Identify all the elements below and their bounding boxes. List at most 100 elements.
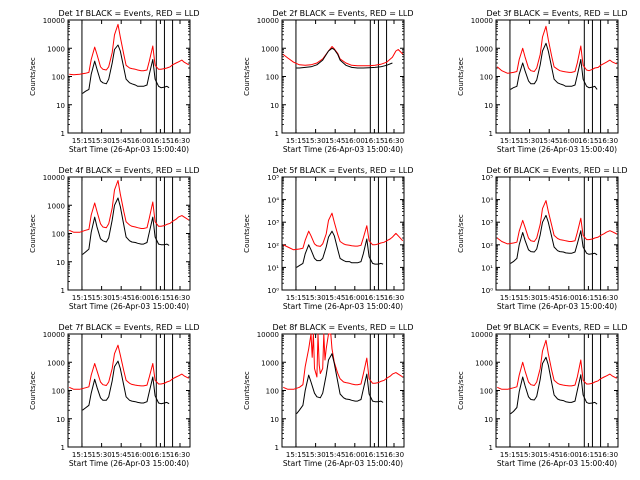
x-tick-label: 15:45: [325, 294, 345, 302]
y-tick-label: 10³: [267, 219, 279, 227]
y-tick-label: 10: [270, 416, 279, 424]
plot-frame: [281, 19, 405, 134]
y-axis-label: Counts/sec: [243, 214, 251, 253]
x-axis-label: Start Time (26-Apr-03 15:00:40): [283, 302, 403, 311]
y-tick-label: 10²: [267, 242, 279, 250]
y-tick-label: 1000: [261, 359, 279, 367]
x-tick-label: 15:15: [500, 294, 520, 302]
y-tick-label: 1: [275, 444, 279, 452]
x-tick-label: 16:15: [364, 294, 384, 302]
x-tick-label: 15:45: [539, 294, 559, 302]
y-tick-label: 1: [61, 444, 65, 452]
panel-title: Det 8f BLACK = Events, RED = LLD: [272, 323, 413, 332]
y-tick-label: 100: [52, 388, 65, 396]
plot-frame: [67, 333, 191, 448]
plot-frame: [495, 333, 619, 448]
x-tick-label: 16:30: [384, 294, 404, 302]
series-lld-red: [69, 23, 190, 76]
x-tick-label: 16:15: [150, 294, 170, 302]
panel-det-2: Det 2f BLACK = Events, RED = LLD 1 10 100 10…: [243, 9, 414, 154]
series-lld-red: [496, 200, 618, 245]
y-axis-label: Counts/sec: [457, 214, 465, 253]
y-tick-label: 10000: [43, 17, 65, 25]
y-tick-label: 10⁵: [267, 174, 279, 182]
x-tick-label: 15:45: [111, 451, 131, 459]
x-tick-label: 16:30: [598, 451, 618, 459]
panel-title: Det 2f BLACK = Events, RED = LLD: [272, 9, 413, 18]
x-tick-label: 16:15: [578, 137, 598, 145]
panel-title: Det 6f BLACK = Events, RED = LLD: [486, 166, 627, 175]
y-tick-label: 1000: [47, 359, 65, 367]
panel-title: Det 9f BLACK = Events, RED = LLD: [486, 323, 627, 332]
plot-frame: [495, 19, 619, 134]
panel-det-5: Det 5f BLACK = Events, RED = LLD 10⁰ 10¹ 10…: [243, 166, 414, 311]
y-tick-label: 1: [275, 130, 279, 138]
x-tick-label: 15:15: [286, 137, 306, 145]
x-tick-label: 16:30: [384, 451, 404, 459]
series-events-black: [82, 44, 170, 94]
x-tick-label: 16:00: [559, 451, 579, 459]
y-tick-label: 10⁰: [481, 287, 493, 295]
x-tick-label: 16:15: [150, 451, 170, 459]
y-tick-label: 1: [61, 130, 65, 138]
series-events-black: [82, 197, 170, 255]
panel-det-3: Det 3f BLACK = Events, RED = LLD 1 10 100 10…: [457, 9, 628, 154]
y-tick-label: 10: [56, 259, 65, 267]
series-lld-red: [283, 333, 404, 390]
y-tick-label: 1: [489, 130, 493, 138]
y-tick-label: 100: [266, 388, 279, 396]
series-events-black: [296, 47, 393, 69]
y-tick-label: 10: [56, 416, 65, 424]
series-events-black: [296, 230, 384, 268]
y-tick-label: 100: [52, 231, 65, 239]
y-tick-label: 100: [480, 388, 493, 396]
x-tick-label: 16:00: [345, 451, 365, 459]
x-axis-label: Start Time (26-Apr-03 15:00:40): [69, 145, 189, 154]
x-tick-label: 16:00: [345, 137, 365, 145]
y-tick-label: 10⁵: [481, 174, 493, 182]
x-axis-label: Start Time (26-Apr-03 15:00:40): [497, 145, 617, 154]
y-tick-label: 1000: [47, 202, 65, 210]
x-tick-label: 16:30: [170, 137, 190, 145]
y-axis-label: Counts/sec: [29, 57, 37, 96]
x-axis-label: Start Time (26-Apr-03 15:00:40): [69, 459, 189, 468]
y-tick-label: 10¹: [267, 264, 279, 272]
x-tick-label: 16:15: [364, 137, 384, 145]
plot-frame: [281, 176, 405, 291]
x-tick-label: 15:30: [92, 137, 112, 145]
x-tick-label: 16:00: [559, 137, 579, 145]
series-lld-red: [282, 212, 404, 251]
y-axis-label: Counts/sec: [29, 371, 37, 410]
y-tick-label: 100: [52, 74, 65, 82]
y-axis-label: Counts/sec: [457, 371, 465, 410]
x-tick-label: 15:30: [92, 451, 112, 459]
y-tick-label: 10: [484, 416, 493, 424]
y-tick-label: 10000: [471, 17, 493, 25]
x-tick-label: 15:45: [325, 451, 345, 459]
y-tick-label: 10: [270, 102, 279, 110]
x-axis-label: Start Time (26-Apr-03 15:00:40): [497, 459, 617, 468]
panel-det-6: Det 6f BLACK = Events, RED = LLD 10⁰ 10¹ 10…: [457, 166, 628, 311]
x-tick-label: 16:30: [598, 294, 618, 302]
y-tick-label: 100: [480, 74, 493, 82]
y-tick-label: 10⁰: [267, 287, 279, 295]
x-tick-label: 16:15: [578, 451, 598, 459]
plot-frame: [495, 176, 619, 291]
x-tick-label: 15:15: [286, 451, 306, 459]
panel-det-4: Det 4f BLACK = Events, RED = LLD 1 10 100 10…: [29, 166, 200, 311]
x-tick-label: 16:30: [598, 137, 618, 145]
x-tick-label: 15:30: [520, 451, 540, 459]
y-tick-label: 1000: [475, 45, 493, 53]
series-lld-red: [496, 25, 617, 74]
x-axis-label: Start Time (26-Apr-03 15:00:40): [69, 302, 189, 311]
y-tick-label: 10³: [481, 219, 493, 227]
x-tick-label: 16:30: [384, 137, 404, 145]
y-tick-label: 100: [266, 74, 279, 82]
x-tick-label: 15:15: [500, 137, 520, 145]
y-tick-label: 10: [56, 102, 65, 110]
x-tick-label: 16:00: [559, 294, 579, 302]
y-tick-label: 10000: [471, 331, 493, 339]
panel-title: Det 5f BLACK = Events, RED = LLD: [272, 166, 413, 175]
y-axis-label: Counts/sec: [457, 57, 465, 96]
y-tick-label: 1: [489, 444, 493, 452]
